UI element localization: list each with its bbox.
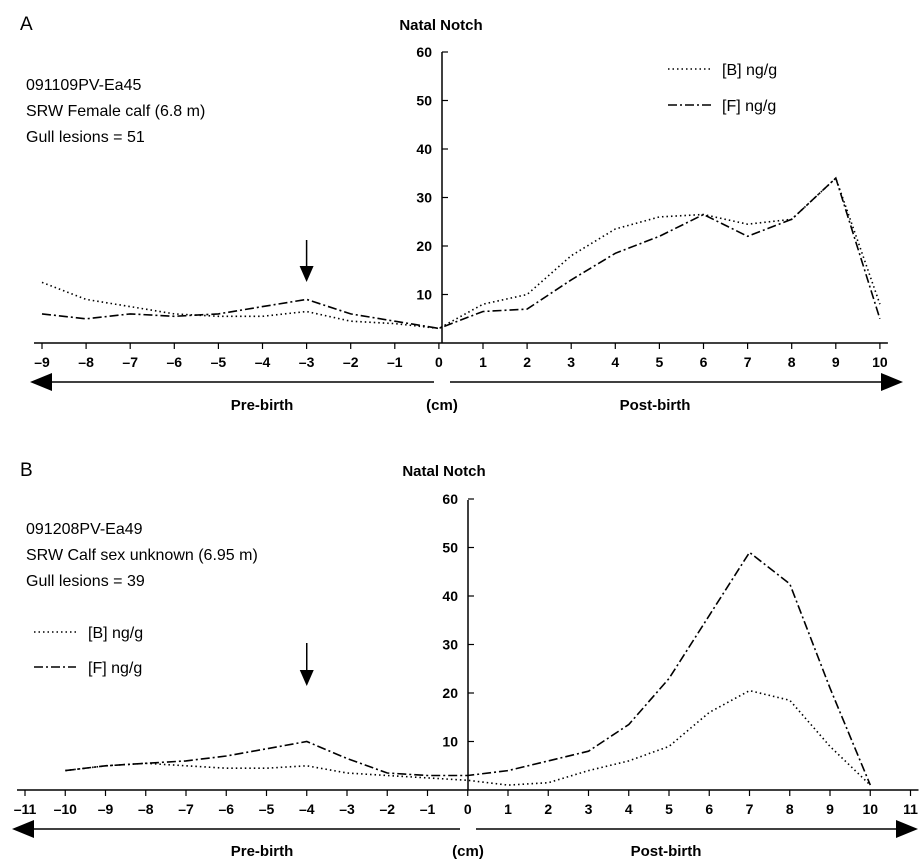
legend-label-f: [F] ng/g <box>88 660 142 677</box>
region-right-label: Post-birth <box>631 843 702 860</box>
x-tick-label: –8 <box>138 801 154 817</box>
y-tick-label: 50 <box>442 540 458 556</box>
legend-label-f: [F] ng/g <box>722 98 776 115</box>
x-tick-label: –11 <box>14 801 37 817</box>
x-tick-label: 2 <box>544 801 552 817</box>
info-line-2: SRW Calf sex unknown (6.95 m) <box>26 547 258 564</box>
x-tick-label: –7 <box>122 354 138 370</box>
info-line-1: 091109PV-Ea45 <box>26 77 141 94</box>
panel-a: A Natal Notch 091109PV-Ea45 SRW Female c… <box>20 14 903 414</box>
x-axis-label: (cm) <box>452 843 484 860</box>
chart-title: Natal Notch <box>402 463 485 480</box>
region-left-label: Pre-birth <box>231 397 294 414</box>
x-tick-label: 4 <box>625 801 633 817</box>
x-tick-label: –5 <box>259 801 275 817</box>
x-tick-label: 11 <box>903 801 918 817</box>
y-tick-label: 10 <box>442 734 458 750</box>
y-tick-label: 60 <box>416 44 432 60</box>
series-b-line <box>41 176 881 330</box>
panel-letter: A <box>20 14 33 35</box>
info-line-1: 091208PV-Ea49 <box>26 521 143 538</box>
x-tick-label: –7 <box>178 801 194 817</box>
x-tick-label: 1 <box>504 801 512 817</box>
x-tick-label: –4 <box>299 801 315 817</box>
y-tick-label: 30 <box>416 190 432 206</box>
pre-birth-arrow-head <box>12 820 34 838</box>
x-tick-label: 3 <box>567 354 575 370</box>
x-tick-label: –1 <box>420 801 436 817</box>
info-line-3: Gull lesions = 51 <box>26 129 145 146</box>
post-birth-arrow-head <box>881 373 903 391</box>
x-tick-label: 8 <box>786 801 794 817</box>
y-tick-label: 60 <box>442 491 458 507</box>
x-tick-label: 9 <box>826 801 834 817</box>
x-tick-label: 6 <box>700 354 708 370</box>
legend: [B] ng/g [F] ng/g <box>668 62 777 115</box>
pointer-arrow-head <box>299 266 314 282</box>
x-tick-label: –3 <box>299 354 315 370</box>
x-tick-label: 0 <box>464 801 472 817</box>
series-f-line <box>41 176 881 330</box>
y-tick-label: 30 <box>442 637 458 653</box>
x-tick-label: 7 <box>744 354 752 370</box>
x-tick-label: 9 <box>832 354 840 370</box>
panel-b: B Natal Notch 091208PV-Ea49 SRW Calf sex… <box>12 460 919 860</box>
pre-birth-arrow-head <box>30 373 52 391</box>
legend: [B] ng/g [F] ng/g <box>34 625 143 677</box>
y-tick-label: 50 <box>416 93 432 109</box>
chart-title: Natal Notch <box>399 17 482 34</box>
x-tick-label: 4 <box>611 354 619 370</box>
x-tick-label: –9 <box>98 801 114 817</box>
x-tick-label: 7 <box>746 801 754 817</box>
series-f-line <box>65 551 872 786</box>
x-tick-label: –2 <box>343 354 359 370</box>
x-axis-label: (cm) <box>426 397 458 414</box>
series-b-line <box>65 689 871 786</box>
x-tick-label: 5 <box>656 354 664 370</box>
x-tick-label: 10 <box>862 801 878 817</box>
x-tick-label: –3 <box>339 801 355 817</box>
y-tick-label: 40 <box>416 141 432 157</box>
x-tick-label: –10 <box>54 801 78 817</box>
x-tick-label: –6 <box>218 801 234 817</box>
legend-label-b: [B] ng/g <box>722 62 777 79</box>
x-tick-label: –1 <box>387 354 403 370</box>
x-tick-label: 3 <box>585 801 593 817</box>
x-tick-label: 6 <box>705 801 713 817</box>
region-right-label: Post-birth <box>620 397 691 414</box>
x-tick-label: 8 <box>788 354 796 370</box>
region-left-label: Pre-birth <box>231 843 294 860</box>
x-tick-label: –4 <box>255 354 271 370</box>
x-tick-label: 1 <box>479 354 487 370</box>
y-tick-label: 20 <box>416 238 432 254</box>
x-tick-label: 2 <box>523 354 531 370</box>
x-tick-label: –9 <box>34 354 50 370</box>
legend-label-b: [B] ng/g <box>88 625 143 642</box>
x-tick-label: –6 <box>167 354 183 370</box>
panel-letter: B <box>20 460 33 481</box>
x-tick-label: 0 <box>435 354 443 370</box>
x-tick-label: 10 <box>872 354 888 370</box>
info-line-3: Gull lesions = 39 <box>26 573 145 590</box>
x-tick-label: –2 <box>379 801 395 817</box>
x-tick-label: –5 <box>211 354 227 370</box>
y-tick-label: 40 <box>442 588 458 604</box>
pointer-arrow-head <box>299 670 314 686</box>
x-tick-label: –8 <box>78 354 94 370</box>
post-birth-arrow-head <box>896 820 918 838</box>
info-line-2: SRW Female calf (6.8 m) <box>26 103 205 120</box>
y-tick-label: 20 <box>442 685 458 701</box>
x-tick-label: 5 <box>665 801 673 817</box>
y-tick-label: 10 <box>416 287 432 303</box>
